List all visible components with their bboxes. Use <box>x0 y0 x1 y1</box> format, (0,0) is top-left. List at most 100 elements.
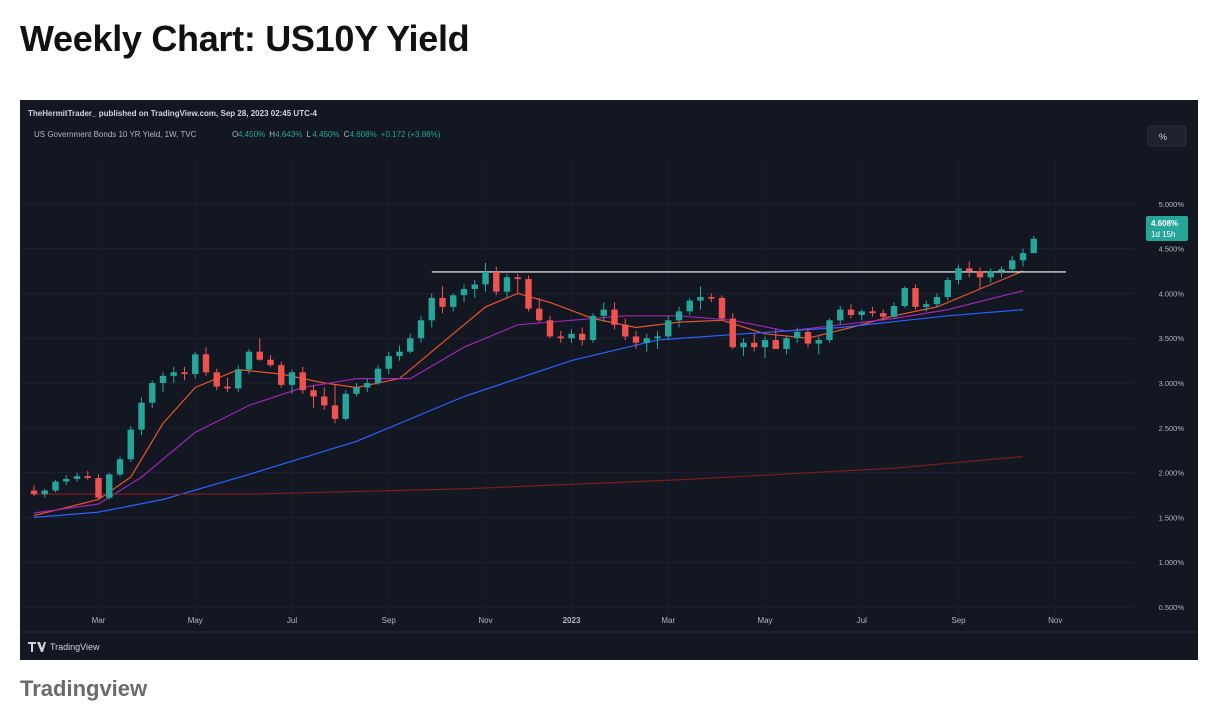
candle-body <box>944 280 951 298</box>
ohlc-value: 4.608% <box>350 130 377 139</box>
ohlc-label: H <box>269 130 275 139</box>
candle <box>923 300 930 312</box>
candle <box>127 426 134 462</box>
candle-body <box>622 324 629 337</box>
candle <box>353 383 360 397</box>
candle <box>568 329 575 343</box>
candle-body <box>342 393 349 419</box>
candle <box>41 488 48 498</box>
candle-body <box>288 372 296 385</box>
candle-body <box>966 268 973 272</box>
candle-body <box>106 474 113 498</box>
candle-body <box>116 459 124 475</box>
candle-body <box>439 297 446 307</box>
candle <box>278 361 285 388</box>
ohlc-value: 4.450% <box>238 130 265 139</box>
candle <box>407 333 414 354</box>
y-tick-label: 1.000% <box>1159 558 1185 567</box>
candle <box>546 315 554 339</box>
candle <box>880 309 887 321</box>
candle-body <box>353 387 360 394</box>
candle <box>858 309 865 321</box>
candle-body <box>52 481 59 491</box>
candle-body <box>73 476 81 479</box>
ohlc-value: 4.643% <box>275 130 302 139</box>
candle-body <box>396 351 403 357</box>
candle <box>697 286 704 310</box>
candle-body <box>751 342 758 348</box>
candle-body <box>503 277 511 292</box>
x-tick-label: May <box>188 616 203 625</box>
candle <box>245 348 253 375</box>
candle <box>503 273 511 298</box>
candle-body <box>256 351 263 360</box>
published-line: TheHermitTrader_ published on TradingVie… <box>28 109 318 118</box>
candle-body <box>697 297 704 301</box>
candle-body <box>815 340 822 344</box>
candle <box>847 304 855 319</box>
candle <box>740 338 747 357</box>
candle <box>794 327 801 343</box>
candle <box>804 329 812 348</box>
candle <box>643 333 650 352</box>
tv-logo-icon <box>28 642 36 652</box>
x-tick-label: May <box>757 616 772 625</box>
candle <box>718 295 726 321</box>
candle-body <box>600 309 607 316</box>
candle <box>589 313 597 343</box>
candle <box>869 306 876 317</box>
candle <box>890 302 898 319</box>
candle-body <box>632 336 640 343</box>
candle <box>310 384 317 409</box>
candle <box>536 297 543 323</box>
candle <box>95 474 102 500</box>
candle <box>955 264 962 285</box>
y-tick-label: 4.500% <box>1159 245 1185 254</box>
candle-body <box>235 369 242 389</box>
ohlc-label: C <box>344 130 350 139</box>
candle <box>686 297 693 315</box>
candle-body <box>729 318 736 348</box>
candle-body <box>331 405 339 419</box>
candle <box>364 378 371 392</box>
tradingview-logo <box>28 642 46 652</box>
moving-average-line <box>34 455 1024 495</box>
candle-body <box>170 372 177 376</box>
candle-body <box>665 320 672 337</box>
candle-body <box>310 390 317 397</box>
candle-body <box>654 336 661 339</box>
candle <box>471 280 478 298</box>
y-tick-label: 4.000% <box>1159 289 1185 298</box>
candle-body <box>675 311 683 321</box>
candle <box>514 273 521 294</box>
candle <box>235 365 242 392</box>
candle <box>976 267 984 289</box>
candle <box>783 336 790 355</box>
candle <box>482 262 489 292</box>
candle <box>331 384 339 424</box>
candle <box>106 472 113 500</box>
candle <box>912 284 919 310</box>
candle <box>600 302 607 323</box>
candle-body <box>643 338 650 343</box>
candle-body <box>708 297 715 299</box>
tradingview-chart[interactable]: TheHermitTrader_ published on TradingVie… <box>20 100 1198 660</box>
candle <box>170 366 177 384</box>
candle-body <box>557 336 564 339</box>
candle-body <box>374 368 382 384</box>
candle <box>288 369 296 394</box>
candle <box>579 327 586 346</box>
candle-body <box>428 297 435 321</box>
candle <box>30 485 38 496</box>
candle-body <box>1030 238 1037 254</box>
candle-body <box>471 284 478 289</box>
candle-body <box>482 271 489 285</box>
chart-canvas[interactable]: TheHermitTrader_ published on TradingVie… <box>20 100 1198 660</box>
candle-body <box>41 490 48 495</box>
candle-body <box>546 320 554 337</box>
scale-button[interactable]: % <box>1147 125 1187 147</box>
candle-body <box>84 476 91 479</box>
candle <box>826 318 833 343</box>
candle-body <box>364 383 371 388</box>
candle-body <box>514 277 521 280</box>
